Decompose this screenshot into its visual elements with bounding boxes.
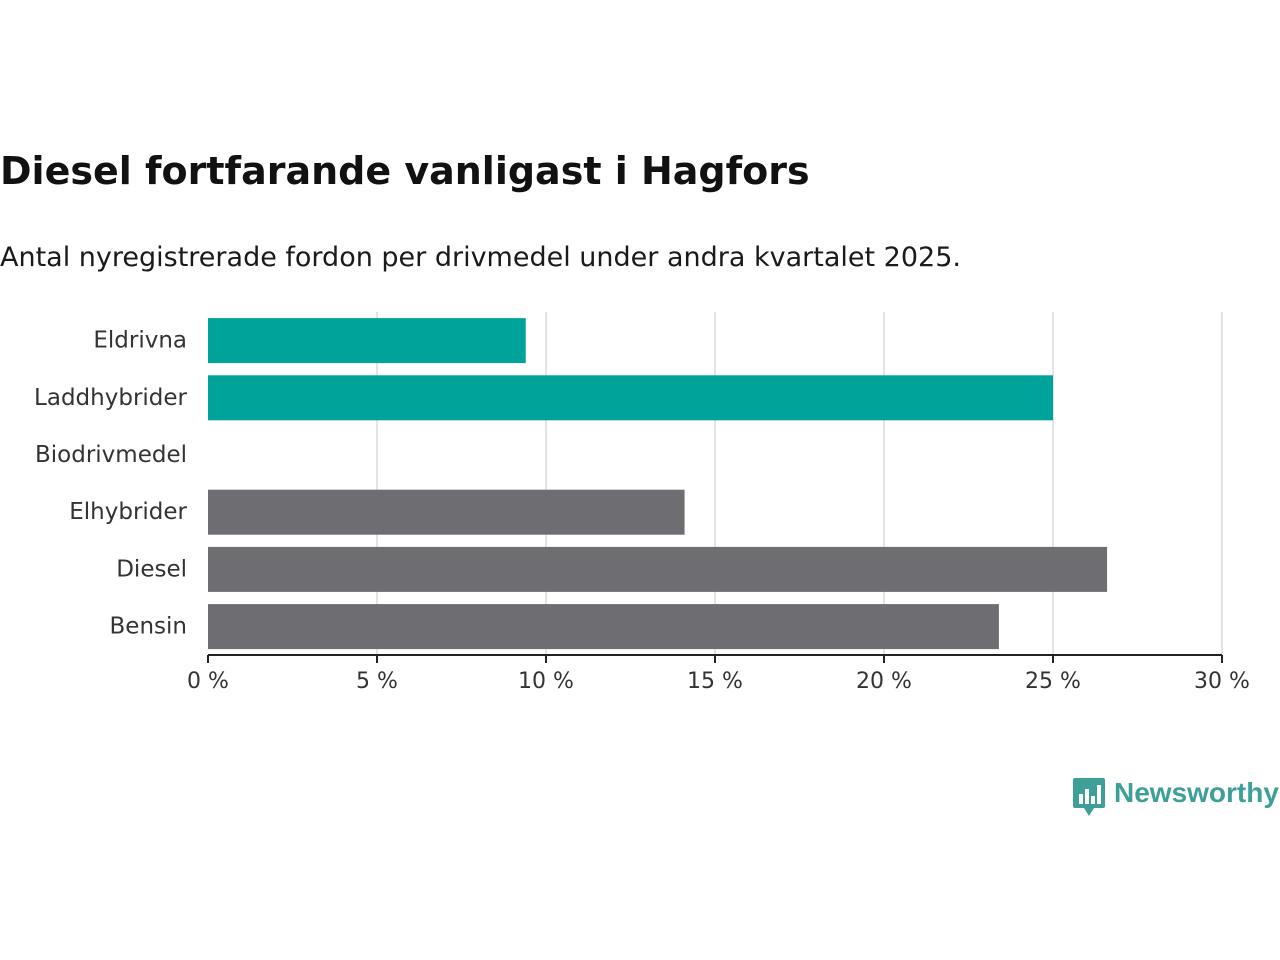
bar	[208, 546, 1108, 592]
category-label: Laddhybrider	[34, 385, 187, 411]
brand-name: Newsworthy	[1114, 777, 1279, 808]
x-tick-label: 20 %	[856, 669, 912, 694]
x-tick-label: 30 %	[1194, 669, 1250, 694]
x-tick-label: 25 %	[1025, 669, 1081, 694]
bar	[208, 318, 526, 364]
category-label: Bensin	[110, 614, 187, 640]
gridlines	[376, 312, 1223, 655]
x-tick-label: 0 %	[187, 669, 229, 694]
bar-chart-speech-bubble-icon	[1072, 776, 1106, 822]
x-tick-label: 15 %	[687, 669, 743, 694]
category-labels: Eldrivna Laddhybrider Biodrivmedel Elhybrid…	[34, 328, 187, 640]
category-label: Diesel	[116, 556, 187, 582]
bar	[208, 489, 685, 535]
bar-chart: 0 % 5 % 10 % 15 % 20 % 25 % 30 % Eldrivna Laddh…	[34, 312, 1250, 694]
bar	[208, 375, 1053, 421]
category-label: Biodrivmedel	[35, 442, 187, 468]
x-axis: 0 % 5 % 10 % 15 % 20 % 25 % 30 %	[187, 654, 1250, 694]
category-label: Eldrivna	[93, 328, 187, 354]
bar	[208, 604, 999, 650]
chart-subtitle: Antal nyregistrerade fordon per drivmede…	[0, 242, 961, 273]
x-tick-label: 10 %	[518, 669, 574, 694]
newsworthy-logo: Newsworthy	[1072, 776, 1279, 820]
chart-title: Diesel fortfarande vanligast i Hagfors	[0, 149, 810, 193]
bars	[208, 318, 1108, 650]
x-tick-label: 5 %	[356, 669, 398, 694]
category-label: Elhybrider	[69, 499, 187, 525]
